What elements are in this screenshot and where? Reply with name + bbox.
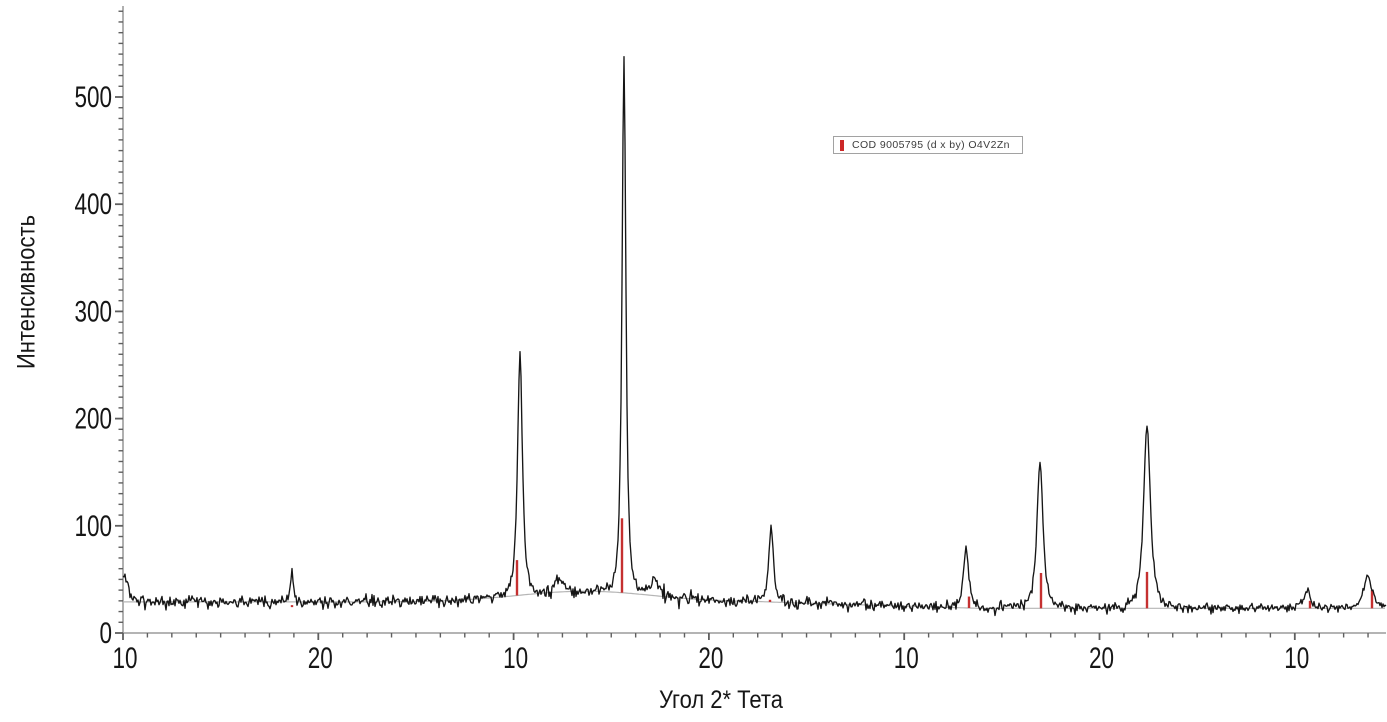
- svg-text:500: 500: [74, 80, 112, 114]
- svg-text:10: 10: [1284, 641, 1309, 675]
- svg-text:300: 300: [74, 294, 112, 328]
- svg-text:10: 10: [503, 641, 528, 675]
- svg-text:0: 0: [99, 616, 112, 650]
- svg-text:10: 10: [112, 641, 137, 675]
- reference-pattern-marker-icon: [840, 139, 844, 151]
- svg-text:200: 200: [74, 401, 112, 435]
- svg-text:20: 20: [308, 641, 333, 675]
- legend-label: COD 9005795 (d x by) O4V2Zn: [852, 139, 1010, 151]
- svg-text:20: 20: [1089, 641, 1114, 675]
- svg-text:10: 10: [894, 641, 919, 675]
- x-axis-title: Угол 2* Тета: [659, 686, 783, 714]
- svg-text:20: 20: [698, 641, 723, 675]
- y-axis-title: Интенсивность: [12, 214, 41, 370]
- svg-text:100: 100: [74, 509, 112, 543]
- legend[interactable]: COD 9005795 (d x by) O4V2Zn: [833, 136, 1023, 154]
- svg-text:400: 400: [74, 187, 112, 221]
